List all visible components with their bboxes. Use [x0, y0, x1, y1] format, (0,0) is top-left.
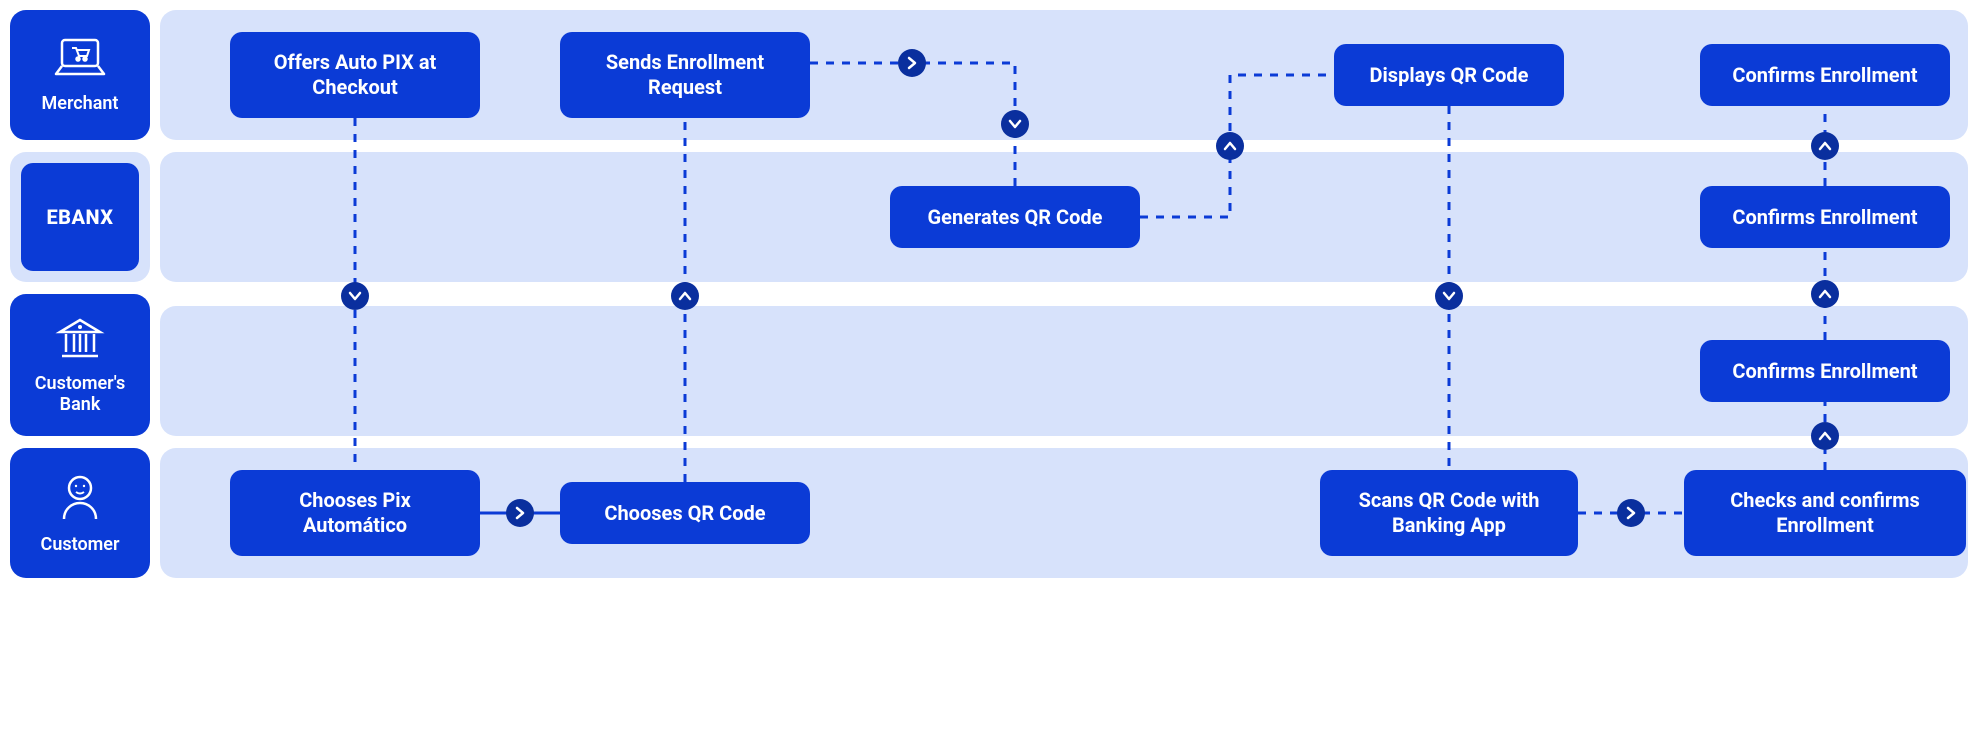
node-label: Chooses QR Code — [604, 501, 765, 526]
node-label: Confirms Enrollment — [1732, 63, 1917, 88]
arrow-c-scans-to-checks — [1617, 499, 1645, 527]
node-chooses-pix-auto: Chooses Pix Automático — [230, 470, 480, 556]
arrow-c-chooses-pix-to-qr — [506, 499, 534, 527]
ebanx-logo-icon: EBANX — [21, 163, 139, 271]
node-label: Chooses Pix Automático — [246, 488, 464, 538]
arrow-c-sends-to-generates — [898, 49, 926, 77]
arrow-c-chooses-qr-to-sends — [671, 282, 699, 310]
node-label: Scans QR Code with Banking App — [1336, 488, 1562, 538]
arrow-c-displays-to-scans — [1435, 282, 1463, 310]
arrow-c-checks-to-bank — [1811, 422, 1839, 450]
node-generates-qr: Generates QR Code — [890, 186, 1140, 248]
node-chooses-qr: Chooses QR Code — [560, 482, 810, 544]
lane-label-bank: Customer's Bank — [10, 294, 150, 436]
node-confirms-enroll-m: Confirms Enrollment — [1700, 44, 1950, 106]
node-displays-qr: Displays QR Code — [1334, 44, 1564, 106]
node-scans-qr: Scans QR Code with Banking App — [1320, 470, 1578, 556]
node-confirms-enroll-e: Confirms Enrollment — [1700, 186, 1950, 248]
lane-label-text: Customer's Bank — [18, 373, 142, 415]
node-label: Displays QR Code — [1370, 63, 1529, 88]
lane-label-text: EBANX — [46, 205, 113, 229]
node-confirms-enroll-b: Confirms Enrollment — [1700, 340, 1950, 402]
node-label: Generates QR Code — [928, 205, 1103, 230]
node-label: Checks and confirms Enrollment — [1700, 488, 1950, 538]
lane-label-text: Customer — [41, 534, 120, 555]
node-label: Confirms Enrollment — [1732, 359, 1917, 384]
arrow-c-offers-to-chooses — [341, 282, 369, 310]
node-checks-confirms: Checks and confirms Enrollment — [1684, 470, 1966, 556]
arrow-c-sends-to-generates-2 — [1001, 110, 1029, 138]
lane-label-customer: Customer — [10, 448, 150, 578]
lane-label-ebanx: EBANX — [10, 152, 150, 282]
node-offers-auto-pix: Offers Auto PIX at Checkout — [230, 32, 480, 118]
arrow-c-generates-to-displays — [1216, 132, 1244, 160]
lane-bg-bank — [160, 306, 1968, 436]
bank-icon — [54, 316, 106, 367]
node-label: Confirms Enrollment — [1732, 205, 1917, 230]
node-label: Offers Auto PIX at Checkout — [246, 50, 464, 100]
lane-label-merchant: Merchant — [10, 10, 150, 140]
arrow-c-bank-to-ebanx — [1811, 280, 1839, 308]
node-label: Sends Enrollment Request — [576, 50, 794, 100]
lane-label-text: Merchant — [42, 93, 119, 114]
arrow-c-ebanx-to-merchant — [1811, 132, 1839, 160]
laptop-cart-icon — [52, 36, 108, 87]
person-icon — [54, 471, 106, 528]
node-sends-enrollment: Sends Enrollment Request — [560, 32, 810, 118]
